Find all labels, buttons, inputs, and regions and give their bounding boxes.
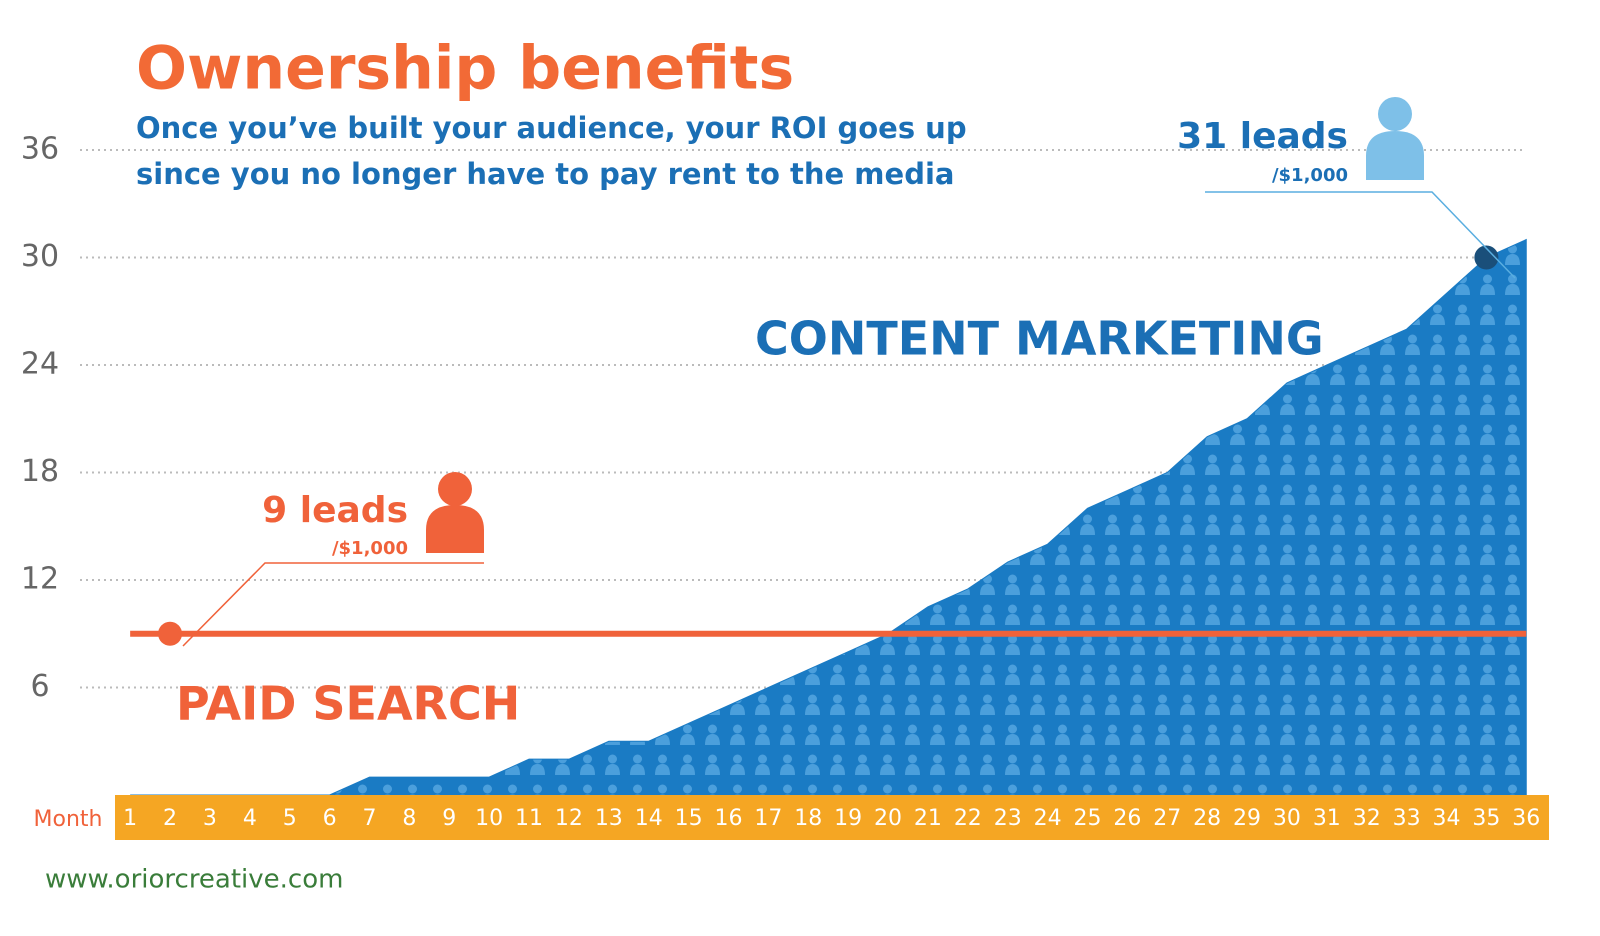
x-axis: 1 2 3 4 5 6 7 8 9 10 11 12 13 14 15 16 17 18 19 20 21 22 23 24 2…	[123, 806, 1540, 831]
annotation: /$1,000	[332, 538, 408, 559]
x-tick-label: 34	[1432, 806, 1460, 831]
source: www.oriorcreative.com	[45, 865, 343, 895]
x-tick-label: 2	[163, 806, 177, 831]
x-tick-label: 28	[1193, 806, 1221, 831]
y-tick-label: 30	[21, 239, 59, 274]
x-tick-label: 24	[1034, 806, 1062, 831]
x-tick-label: 19	[834, 806, 862, 831]
series-label: PAID SEARCH	[176, 677, 520, 731]
x-tick-label: 20	[874, 806, 902, 831]
marker	[1474, 245, 1499, 270]
x-tick-label: 3	[203, 806, 217, 831]
x-tick-label: 14	[635, 806, 663, 831]
subtitle: since you no longer have to pay rent to …	[136, 157, 954, 191]
x-tick-label: 7	[362, 806, 376, 831]
person-icon	[426, 472, 484, 553]
x-tick-label: 25	[1073, 806, 1101, 831]
annotation: 31 leads	[1177, 116, 1348, 157]
callout-line	[1205, 191, 1516, 279]
x-tick-label: 13	[595, 806, 623, 831]
x-tick-label: 5	[283, 806, 297, 831]
x-tick-label: 30	[1273, 806, 1301, 831]
x-tick-label: 33	[1393, 806, 1421, 831]
x-tick-label: 16	[714, 806, 742, 831]
x-tick-label: 35	[1472, 806, 1500, 831]
grid: 6 12 18 24 30 36	[21, 132, 1525, 704]
x-tick-label: 6	[323, 806, 337, 831]
y-tick-label: 18	[21, 454, 59, 489]
plot	[130, 238, 1527, 796]
x-tick-label: 23	[994, 806, 1022, 831]
x-axis-label: Month	[34, 807, 103, 832]
y-tick-label: 6	[30, 669, 49, 704]
y-tick-label: 24	[21, 347, 59, 382]
x-tick-label: 11	[515, 806, 543, 831]
annotation: /$1,000	[1272, 165, 1348, 186]
x-tick-label: 27	[1153, 806, 1181, 831]
y-tick-label: 36	[21, 132, 59, 167]
x-tick-label: 26	[1113, 806, 1141, 831]
x-tick-label: 15	[675, 806, 703, 831]
chart-title: Ownership benefits	[136, 34, 794, 104]
x-tick-label: 17	[754, 806, 782, 831]
x-tick-label: 36	[1512, 806, 1540, 831]
x-tick-label: 4	[243, 806, 257, 831]
x-tick-label: 31	[1313, 806, 1341, 831]
x-tick-label: 1	[123, 806, 137, 831]
x-tick-label: 9	[442, 806, 456, 831]
x-tick-label: 8	[402, 806, 416, 831]
x-tick-label: 21	[914, 806, 942, 831]
subtitle: Once you’ve built your audience, your RO…	[136, 111, 967, 145]
x-tick-label: 18	[794, 806, 822, 831]
annotation: 9 leads	[262, 490, 408, 531]
x-tick-label: 29	[1233, 806, 1261, 831]
x-tick-label: 32	[1353, 806, 1381, 831]
x-tick-label: 22	[954, 806, 982, 831]
y-tick-label: 12	[21, 562, 59, 597]
series-label: CONTENT MARKETING	[755, 312, 1324, 366]
x-tick-label: 12	[555, 806, 583, 831]
callout-line	[182, 562, 484, 647]
month-bar	[115, 795, 1549, 840]
marker	[158, 621, 183, 646]
x-tick-label: 10	[475, 806, 503, 831]
person-icon	[1366, 97, 1424, 180]
area	[130, 238, 1527, 796]
